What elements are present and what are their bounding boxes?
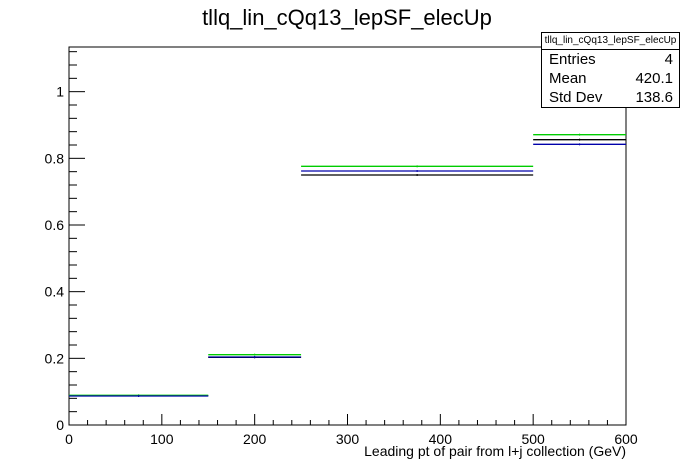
y-tick-label: 0 bbox=[56, 417, 64, 433]
stats-value: 138.6 bbox=[635, 89, 673, 106]
stats-row-entries: Entries 4 bbox=[542, 50, 679, 69]
stats-box: tllq_lin_cQq13_lepSF_elecUp Entries 4 Me… bbox=[541, 32, 680, 108]
x-tick-label: 500 bbox=[521, 431, 545, 447]
stats-value: 4 bbox=[664, 51, 673, 68]
stats-value: 420.1 bbox=[635, 70, 673, 87]
stats-label: Std Dev bbox=[549, 89, 603, 106]
stats-row-stddev: Std Dev 138.6 bbox=[542, 88, 679, 107]
chart-title: tllq_lin_cQq13_lepSF_elecUp bbox=[202, 5, 492, 30]
y-tick-label: 1 bbox=[56, 84, 64, 100]
x-axis-label: Leading pt of pair from l+j collection (… bbox=[364, 443, 626, 459]
y-tick-label: 0.4 bbox=[45, 284, 65, 300]
histogram-bars bbox=[69, 133, 626, 397]
y-tick-label: 0.2 bbox=[45, 350, 65, 366]
stats-label: Entries bbox=[549, 51, 596, 68]
x-tick-label: 0 bbox=[65, 431, 73, 447]
y-tick-label: 0.8 bbox=[45, 150, 65, 166]
x-tick-label: 600 bbox=[614, 431, 638, 447]
stats-row-mean: Mean 420.1 bbox=[542, 69, 679, 88]
x-tick-label: 100 bbox=[150, 431, 174, 447]
x-tick-label: 400 bbox=[429, 431, 453, 447]
x-tick-label: 200 bbox=[243, 431, 267, 447]
y-tick-label: 0.6 bbox=[45, 217, 65, 233]
stats-title: tllq_lin_cQq13_lepSF_elecUp bbox=[542, 33, 679, 50]
x-tick-label: 300 bbox=[336, 431, 360, 447]
stats-label: Mean bbox=[549, 70, 587, 87]
axis-ticks: 0 100 200 300 400 500 600 0 0.2 0.4 0.6 0.8 1 bbox=[45, 51, 638, 447]
